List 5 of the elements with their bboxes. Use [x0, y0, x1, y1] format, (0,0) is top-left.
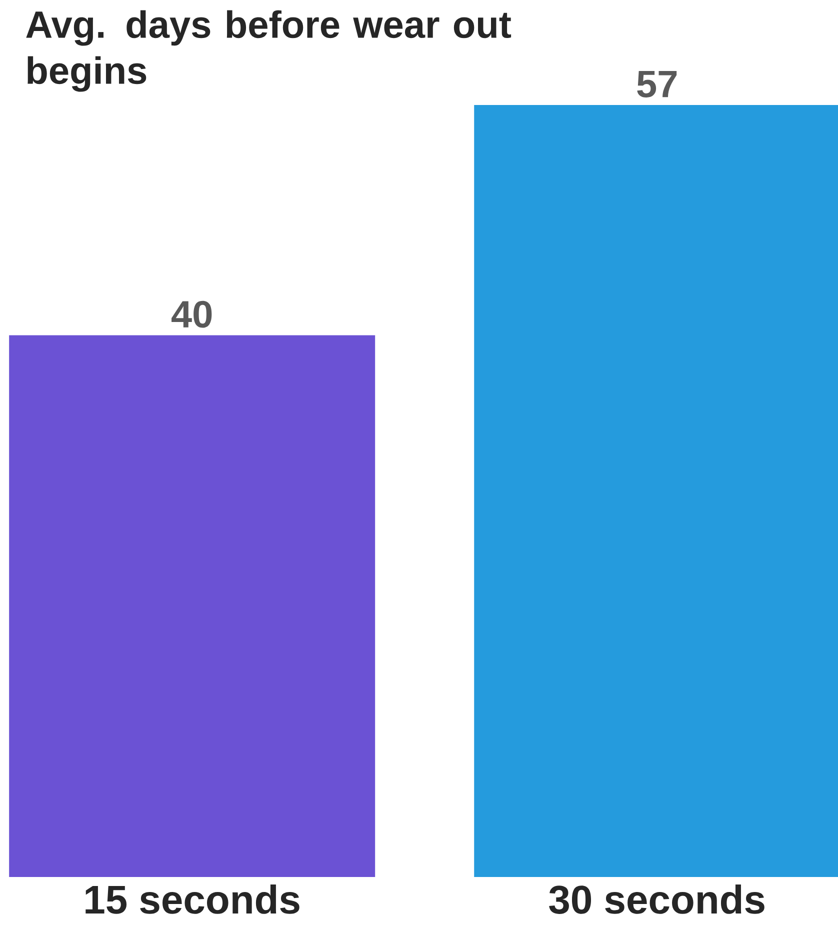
chart-title: Avg. days before wear out begins: [26, 10, 512, 92]
x-tick-label: 30 seconds: [549, 884, 764, 914]
x-tick-label: 15 seconds: [86, 884, 300, 914]
data-label: 40: [172, 300, 212, 328]
data-label: 57: [637, 70, 677, 98]
